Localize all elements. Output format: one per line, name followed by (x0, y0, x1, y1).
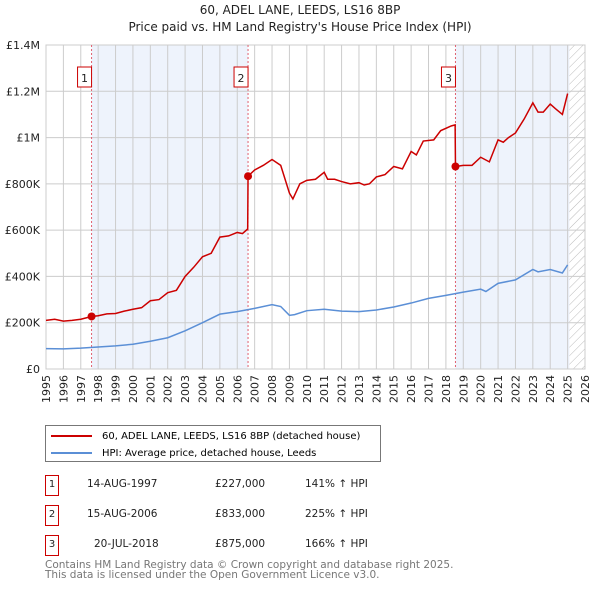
x-tick-label: 2014 (370, 375, 383, 403)
sale-label: 3 (445, 72, 452, 85)
chart-subtitle: Price paid vs. HM Land Registry's House … (128, 20, 472, 34)
x-tick-label: 2006 (231, 375, 244, 403)
x-tick-label: 2001 (144, 375, 157, 403)
x-tick-label: 2017 (423, 375, 436, 403)
x-tick-label: 2007 (249, 375, 262, 403)
y-tick-label: £1M (17, 132, 41, 145)
legend-label-property: 60, ADEL LANE, LEEDS, LS16 8BP (detached… (102, 430, 361, 442)
x-tick-label: 2025 (562, 375, 575, 403)
x-tick-label: 2023 (527, 375, 540, 403)
y-tick-label: £800K (5, 178, 41, 191)
chart-title: 60, ADEL LANE, LEEDS, LS16 8BP (199, 3, 401, 17)
sale-point (451, 162, 460, 171)
sale-point (244, 172, 253, 181)
x-tick-label: 2020 (475, 375, 488, 403)
x-tick-label: 2005 (214, 375, 227, 403)
sale-price: £227,000 (215, 478, 266, 490)
x-tick-label: 2013 (353, 375, 366, 403)
sale-marker-badge: 2 (45, 505, 59, 526)
x-tick-label: 2002 (162, 375, 175, 403)
sale-hpi-change: 141% ↑ HPI (305, 478, 368, 490)
x-tick-label: 2015 (388, 375, 401, 403)
x-tick-label: 1998 (92, 375, 105, 403)
y-tick-label: £200K (5, 317, 41, 330)
x-tick-label: 1999 (110, 375, 123, 403)
sale-point (87, 312, 96, 321)
x-tick-label: 1996 (57, 375, 70, 403)
footer-licence: This data is licensed under the Open Gov… (45, 569, 380, 581)
y-tick-label: £0 (26, 363, 40, 376)
footer: Contains HM Land Registry data © Crown c… (45, 559, 454, 581)
x-tick-label: 2022 (509, 375, 522, 403)
x-tick-label: 2000 (127, 375, 140, 403)
y-tick-label: £400K (5, 270, 41, 283)
x-tick-label: 2010 (301, 375, 314, 403)
footer-copyright: Contains HM Land Registry data © Crown c… (45, 559, 454, 571)
y-tick-label: £600K (5, 224, 41, 237)
future-hatch (569, 45, 585, 369)
x-tick-label: 2024 (544, 375, 557, 403)
legend-swatch-property (51, 435, 92, 437)
x-tick-label: 2011 (318, 375, 331, 403)
sale-marker-badge: 3 (45, 535, 59, 556)
x-tick-label: 2016 (405, 375, 418, 403)
sale-marker-badge: 1 (45, 475, 59, 496)
x-tick-label: 1995 (40, 375, 53, 403)
legend: 60, ADEL LANE, LEEDS, LS16 8BP (detached… (45, 425, 381, 462)
sale-price: £875,000 (215, 538, 266, 550)
shaded-range (455, 45, 570, 369)
y-tick-label: £1.2M (6, 85, 40, 98)
sale-hpi-change: 225% ↑ HPI (305, 508, 368, 520)
shaded-range (91, 45, 249, 369)
sale-label-box (440, 66, 456, 88)
price-chart: 1995 1996 1997 1998 1999 2000 2001 2002 2003 2004… (5, 39, 592, 403)
sale-date: 14-AUG-1997 (87, 478, 158, 490)
sale-price: £833,000 (215, 508, 266, 520)
legend-label-hpi: HPI: Average price, detached house, Leed… (102, 447, 317, 459)
x-tick-label: 2008 (266, 375, 279, 403)
y-tick-label: £1.4M (6, 39, 40, 52)
sale-label-box (77, 66, 93, 88)
x-tick-label: 2003 (179, 375, 192, 403)
property-price-line (45, 93, 569, 322)
x-tick-label: 1997 (75, 375, 88, 403)
plot-border (45, 44, 586, 370)
x-tick-label: 2012 (336, 375, 349, 403)
x-tick-label: 2021 (492, 375, 505, 403)
legend-swatch-hpi (51, 452, 92, 454)
x-tick-label: 2019 (457, 375, 470, 403)
x-tick-label: 2026 (579, 375, 592, 403)
sale-date: 20-JUL-2018 (94, 538, 159, 550)
sale-hpi-change: 166% ↑ HPI (305, 538, 368, 550)
sale-label-box (233, 66, 249, 88)
sale-date: 15-AUG-2006 (87, 508, 158, 520)
x-tick-label: 2018 (440, 375, 453, 403)
x-tick-label: 2004 (196, 375, 209, 403)
x-tick-label: 2009 (283, 375, 296, 403)
hpi-line (45, 264, 569, 350)
sale-label: 1 (81, 72, 88, 85)
sale-label: 2 (238, 72, 245, 85)
